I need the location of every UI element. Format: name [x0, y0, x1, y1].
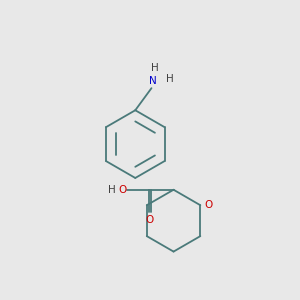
Text: H: H: [108, 185, 116, 195]
Text: O: O: [205, 200, 213, 210]
Text: O: O: [118, 185, 126, 195]
Text: O: O: [146, 215, 154, 225]
Text: H: H: [152, 63, 159, 74]
Text: H: H: [166, 74, 174, 84]
Text: N: N: [149, 76, 157, 86]
